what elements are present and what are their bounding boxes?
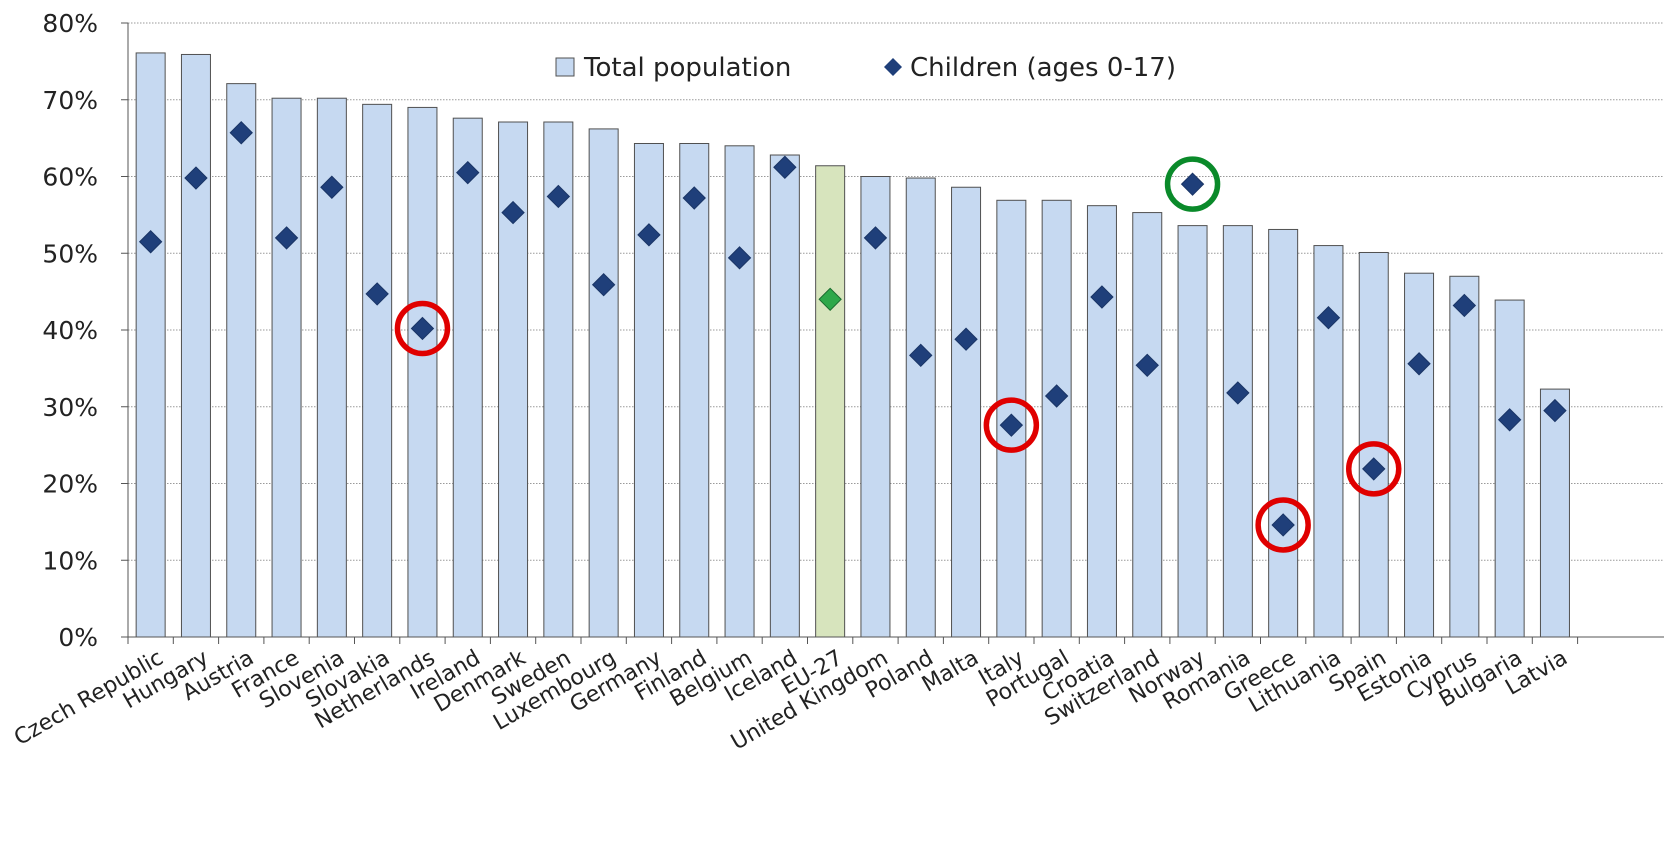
bar-croatia (1086, 205, 1117, 638)
bar-poland (905, 177, 936, 638)
marker-germany (637, 223, 661, 247)
bar-latvia (1539, 388, 1570, 638)
bar-lithuania (1313, 245, 1344, 638)
y-tick-label: 60% (42, 163, 98, 192)
marker-portugal (1044, 384, 1069, 408)
marker-slovakia (365, 282, 389, 306)
marker-switzerland (1135, 353, 1159, 378)
marker-estonia (1407, 352, 1431, 376)
marker-netherlands (410, 316, 435, 341)
annotation-circle-spain (1346, 441, 1402, 497)
bar-austria (226, 83, 257, 638)
legend-label-children: Children (ages 0-17) (910, 53, 1176, 83)
bar-denmark (498, 121, 529, 638)
bar-luxembourg (588, 128, 619, 638)
bar-slovakia (362, 103, 393, 638)
marker-latvia (1543, 398, 1567, 423)
marker-bulgaria (1497, 408, 1522, 432)
marker-austria (229, 121, 253, 145)
marker-croatia (1090, 285, 1114, 309)
bar-finland (679, 142, 710, 638)
marker-hungary (184, 166, 208, 190)
marker-france (274, 226, 299, 250)
y-tick-label: 20% (42, 470, 98, 499)
marker-spain (1362, 457, 1386, 481)
y-tick-label: 50% (42, 239, 98, 268)
marker-norway (1180, 172, 1205, 196)
bars (135, 52, 1570, 638)
bar-norway (1177, 225, 1208, 638)
bar-eu-27 (815, 165, 846, 638)
marker-finland (682, 186, 706, 210)
marker-eu-27 (818, 287, 842, 312)
marker-sweden (546, 184, 571, 209)
y-tick-label: 10% (42, 546, 98, 575)
marker-iceland (773, 155, 797, 179)
bar-greece (1268, 228, 1299, 638)
y-tick-label: 40% (42, 316, 98, 345)
marker-slovenia (320, 175, 344, 199)
y-tick-label: 0% (58, 623, 98, 652)
bar-france (271, 97, 302, 638)
annotation-circles (394, 156, 1402, 553)
marker-belgium (727, 246, 752, 270)
legend: Total population Children (ages 0-17) (555, 53, 1176, 83)
y-tick-label: 70% (42, 86, 98, 115)
marker-luxembourg (591, 273, 616, 297)
marker-cyprus (1452, 293, 1477, 318)
annotation-circle-greece (1255, 497, 1311, 553)
marker-italy (999, 413, 1024, 437)
bar-united-kingdom (860, 176, 891, 638)
y-tick-label: 30% (42, 393, 98, 422)
bar-romania (1222, 225, 1253, 638)
bar-ireland (452, 117, 483, 638)
axes (121, 22, 1664, 644)
bar-iceland (769, 154, 800, 638)
bar-hungary (180, 53, 211, 638)
bar-belgium (724, 145, 755, 638)
bar-switzerland (1132, 212, 1163, 638)
y-tick-labels: 0% 10% 20% 30% 40% 50% 60% 70% 80% (42, 9, 98, 652)
annotation-circle-netherlands (394, 300, 451, 357)
x-tick-labels: Czech RepublicHungaryAustriaFranceSloven… (10, 645, 1572, 755)
marker-poland (909, 343, 933, 368)
legend-swatch-total-population (555, 57, 575, 77)
bar-malta (951, 186, 982, 638)
marker-denmark (501, 200, 525, 225)
bar-czech-republic (135, 52, 166, 638)
bar-bulgaria (1494, 299, 1525, 638)
bar-estonia (1404, 272, 1435, 638)
annotation-circle-italy (983, 397, 1040, 453)
y-tick-label: 80% (42, 9, 98, 38)
bar-cyprus (1449, 275, 1480, 638)
bar-netherlands (407, 106, 438, 638)
markers (138, 121, 1567, 537)
marker-malta (954, 327, 978, 351)
marker-czech-republic (138, 230, 163, 254)
annotation-circle-norway (1164, 156, 1221, 212)
marker-romania (1226, 381, 1250, 405)
marker-united-kingdom (863, 226, 888, 250)
marker-greece (1271, 513, 1295, 537)
marker-ireland (456, 160, 480, 185)
marker-lithuania (1316, 306, 1341, 330)
legend-swatch-children (884, 58, 902, 76)
bar-germany (633, 142, 664, 638)
legend-label-total-population: Total population (583, 53, 791, 83)
bar-portugal (1041, 199, 1072, 638)
